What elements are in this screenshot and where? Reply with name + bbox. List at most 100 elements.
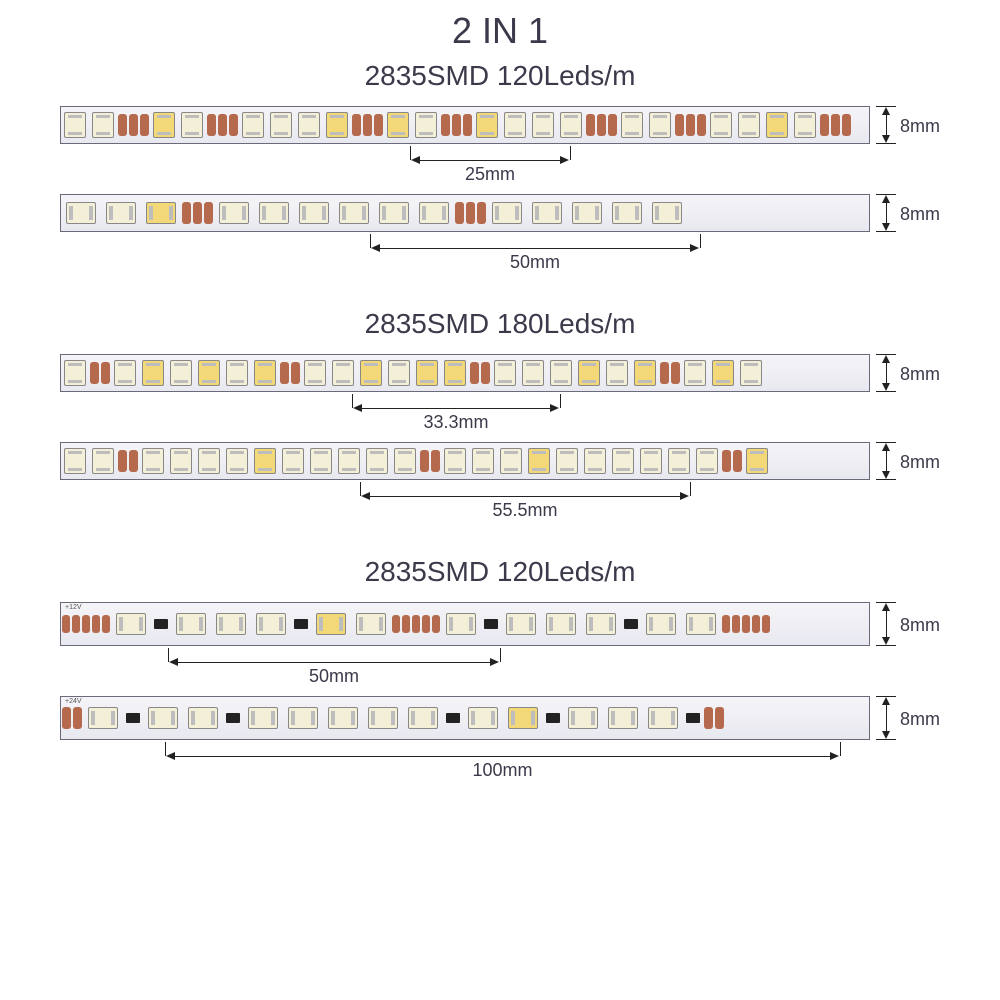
led-chip — [310, 448, 332, 474]
led-chip — [652, 202, 682, 224]
dimension: 50mm — [60, 648, 870, 688]
led-chip — [696, 448, 718, 474]
led-chip — [387, 112, 409, 138]
solder-pad — [722, 450, 731, 472]
strip-row: +12V50mm8mm — [0, 602, 1000, 688]
led-chip — [288, 707, 318, 729]
solder-pad — [412, 615, 420, 633]
led-chip — [388, 360, 410, 386]
solder-pad — [101, 362, 110, 384]
led-chip — [170, 360, 192, 386]
solder-pad — [831, 114, 840, 136]
led-chip — [606, 360, 628, 386]
solder-pad — [402, 615, 410, 633]
led-chip — [522, 360, 544, 386]
led-chip — [740, 360, 762, 386]
led-chip — [259, 202, 289, 224]
solder-pad — [671, 362, 680, 384]
led-chip — [684, 360, 706, 386]
solder-pad — [193, 202, 202, 224]
led-chip — [584, 448, 606, 474]
solder-pad — [608, 114, 617, 136]
solder-pad — [129, 450, 138, 472]
solder-pad — [752, 615, 760, 633]
led-chip — [328, 707, 358, 729]
strip-row: 33.3mm8mm — [0, 354, 1000, 434]
solder-pad — [732, 615, 740, 633]
solder-pad — [352, 114, 361, 136]
led-chip — [146, 202, 176, 224]
led-chip — [326, 112, 348, 138]
led-chip — [668, 448, 690, 474]
solder-pad — [118, 450, 127, 472]
solder-pad — [660, 362, 669, 384]
led-chip — [339, 202, 369, 224]
solder-pad — [452, 114, 461, 136]
led-chip — [528, 448, 550, 474]
led-chip — [226, 360, 248, 386]
led-chip — [304, 360, 326, 386]
led-chip — [794, 112, 816, 138]
resistor — [484, 619, 498, 629]
led-chip — [64, 112, 86, 138]
led-chip — [254, 448, 276, 474]
section: 2835SMD 120Leds/m25mm8mm50mm8mm — [0, 60, 1000, 274]
led-chip — [66, 202, 96, 224]
led-chip — [282, 448, 304, 474]
led-strip: +12V — [60, 602, 870, 646]
strip-row: 25mm 8mm — [0, 106, 1000, 186]
led-chip — [298, 112, 320, 138]
dimension-label: 55.5mm — [492, 500, 557, 521]
led-chip — [332, 360, 354, 386]
led-chip — [766, 112, 788, 138]
solder-pad — [392, 615, 400, 633]
solder-pad — [431, 450, 440, 472]
solder-pad — [675, 114, 684, 136]
led-chip — [316, 613, 346, 635]
height-dimension: 8mm — [876, 106, 946, 144]
led-chip — [242, 112, 264, 138]
led-chip — [472, 448, 494, 474]
led-chip — [712, 360, 734, 386]
dimension: 33.3mm — [60, 394, 870, 434]
led-chip — [572, 202, 602, 224]
strip-row: +24V100mm8mm — [0, 696, 1000, 782]
led-chip — [106, 202, 136, 224]
solder-pad — [90, 362, 99, 384]
led-chip — [500, 448, 522, 474]
strip-row: 55.5mm 8mm — [0, 442, 1000, 522]
resistor — [154, 619, 168, 629]
dimension-label: 25mm — [465, 164, 515, 185]
led-chip — [634, 360, 656, 386]
led-chip — [446, 613, 476, 635]
led-chip — [746, 448, 768, 474]
led-chip — [444, 360, 466, 386]
dimension-label: 33.3mm — [423, 412, 488, 433]
height-dimension: 8mm — [876, 442, 946, 480]
led-chip — [646, 613, 676, 635]
solder-pad — [422, 615, 430, 633]
solder-pad — [129, 114, 138, 136]
resistor — [126, 713, 140, 723]
led-chip — [92, 112, 114, 138]
resistor — [446, 713, 460, 723]
dimension-label: 100mm — [472, 760, 532, 781]
solder-pad — [466, 202, 475, 224]
led-chip — [92, 448, 114, 474]
solder-pad — [762, 615, 770, 633]
dimension: 50mm — [60, 234, 870, 274]
solder-pad — [72, 615, 80, 633]
led-chip — [216, 613, 246, 635]
solder-pad — [62, 707, 71, 729]
solder-pad — [218, 114, 227, 136]
solder-pad — [586, 114, 595, 136]
led-chip — [248, 707, 278, 729]
height-label: 8mm — [900, 709, 940, 730]
led-chip — [476, 112, 498, 138]
led-chip — [556, 448, 578, 474]
solder-pad — [477, 202, 486, 224]
solder-pad — [733, 450, 742, 472]
solder-pad — [140, 114, 149, 136]
led-chip — [188, 707, 218, 729]
led-chip — [504, 112, 526, 138]
